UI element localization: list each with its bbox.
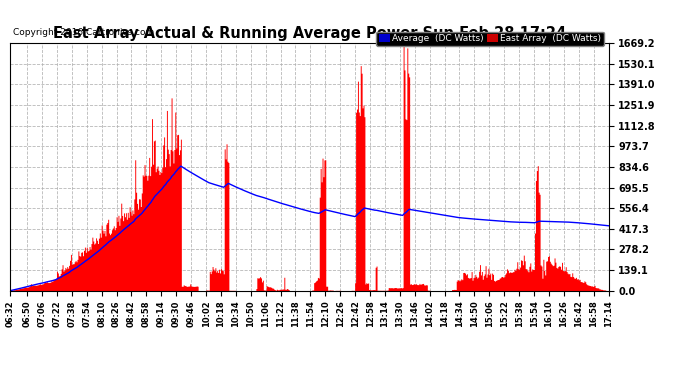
Title: East Array Actual & Running Average Power Sun Feb 28 17:24: East Array Actual & Running Average Powe… (53, 26, 566, 40)
Text: Copyright 2016 Cartronics.com: Copyright 2016 Cartronics.com (13, 28, 155, 37)
Legend: Average  (DC Watts), East Array  (DC Watts): Average (DC Watts), East Array (DC Watts… (376, 32, 604, 46)
